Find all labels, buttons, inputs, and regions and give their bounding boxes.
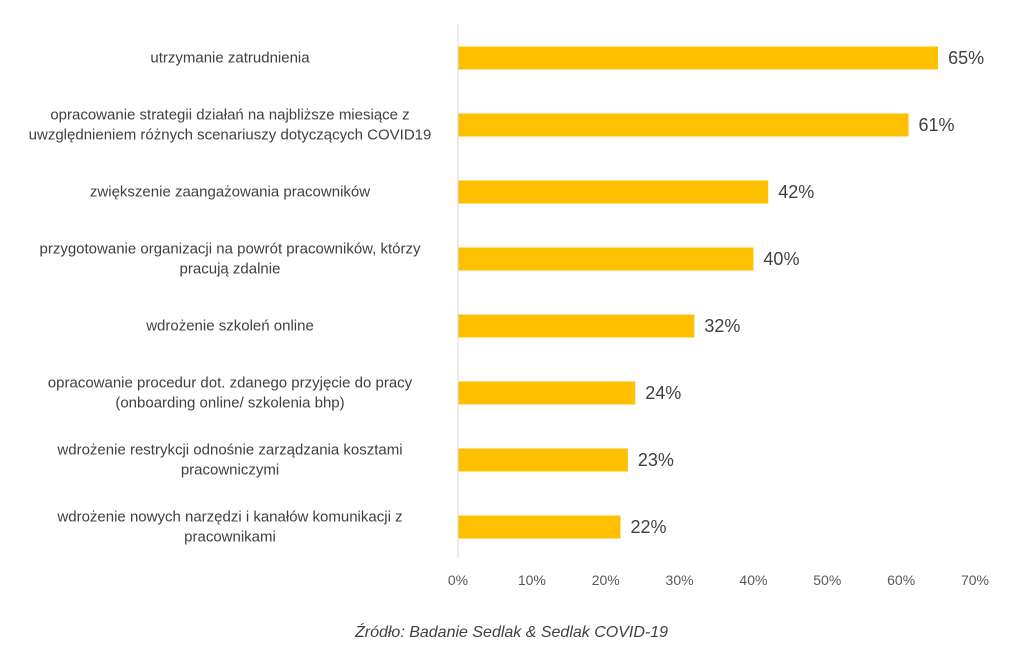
x-tick-label: 40% (739, 572, 767, 588)
bar (458, 113, 909, 137)
bar-value-label: 32% (704, 316, 740, 336)
x-tick-label: 30% (666, 572, 694, 588)
bar (458, 180, 769, 204)
bar (458, 515, 621, 539)
bar-value-label: 65% (948, 48, 984, 68)
bar-chart: utrzymanie zatrudnienia opracowanie strat… (29, 24, 989, 588)
bar-value-label: 22% (630, 517, 666, 537)
category-label: opracowanie strategii działań na najbliż… (50, 107, 409, 124)
x-axis-ticks-group: 0% 10% 20% 30% 40% 50% 60% 70% (448, 572, 989, 588)
bar-value-label: 40% (763, 249, 799, 269)
x-tick-label: 0% (448, 572, 468, 588)
bar-value-label: 61% (919, 115, 955, 135)
bar (458, 247, 754, 271)
category-label: (onboarding online/ szkolenia bhp) (115, 395, 344, 412)
category-label: uwzględnieniem różnych scenariuszy dotyc… (29, 127, 432, 144)
category-label: opracowanie procedur dot. zdanego przyję… (48, 375, 413, 392)
category-label: wdrożenie restrykcji odnośnie zarządzani… (56, 442, 402, 459)
category-label: pracownikami (184, 529, 276, 546)
bar (458, 448, 628, 472)
category-label: zwiększenie zaangażowania pracowników (90, 184, 370, 201)
category-label: wdrożenie nowych narzędzi i kanałów komu… (56, 509, 402, 526)
bar (458, 381, 636, 405)
category-labels-group: utrzymanie zatrudnienia opracowanie strat… (29, 50, 432, 546)
bar-value-label: 24% (645, 383, 681, 403)
bar-value-label: 42% (778, 182, 814, 202)
value-labels-group: 65% 61% 42% 40% 32% 24% 23% 22% (630, 48, 984, 537)
category-label: wdrożenie szkoleń online (145, 318, 314, 335)
bar-value-label: 23% (638, 450, 674, 470)
x-tick-label: 60% (887, 572, 915, 588)
category-label: utrzymanie zatrudnienia (150, 50, 310, 67)
x-tick-label: 20% (592, 572, 620, 588)
category-label: przygotowanie organizacji na powrót prac… (39, 241, 421, 258)
bar (458, 46, 939, 70)
category-label: pracują zdalnie (180, 261, 281, 278)
x-tick-label: 10% (518, 572, 546, 588)
x-tick-label: 50% (813, 572, 841, 588)
source-caption: Źródło: Badanie Sedlak & Sedlak COVID-19 (354, 624, 669, 641)
x-tick-label: 70% (961, 572, 989, 588)
category-label: pracowniczymi (181, 462, 279, 479)
bars-group (458, 46, 939, 539)
bar (458, 314, 695, 338)
